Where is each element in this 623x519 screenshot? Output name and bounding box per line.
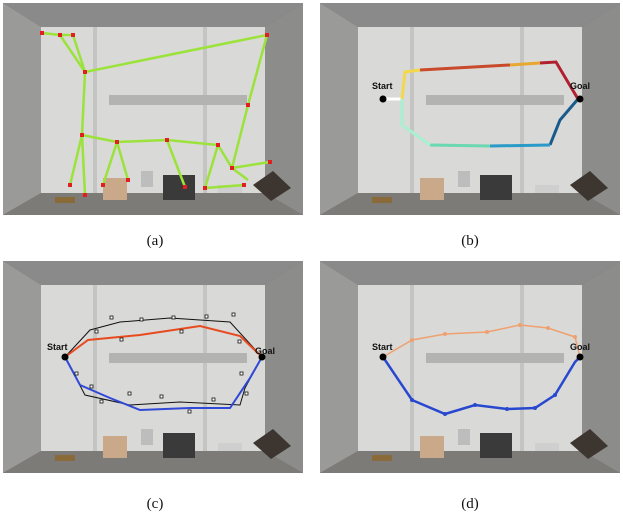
panel-d: Start Goal	[320, 261, 620, 473]
start-label: Start	[372, 81, 393, 91]
figure: Start Goal Start Goal Start Goal (a) (b)…	[0, 0, 623, 519]
panel-b: Start Goal	[320, 3, 620, 215]
start-label: Start	[372, 342, 393, 352]
panel-c: Start Goal	[3, 261, 303, 473]
goal-label: Goal	[255, 346, 275, 356]
caption: (c)	[147, 496, 164, 512]
caption: (a)	[147, 233, 164, 249]
start-label: Start	[47, 342, 68, 352]
goal-label: Goal	[570, 342, 590, 352]
goal-label: Goal	[570, 81, 590, 91]
panel-a	[3, 3, 303, 215]
caption: (d)	[461, 496, 479, 512]
caption: (b)	[461, 233, 479, 249]
